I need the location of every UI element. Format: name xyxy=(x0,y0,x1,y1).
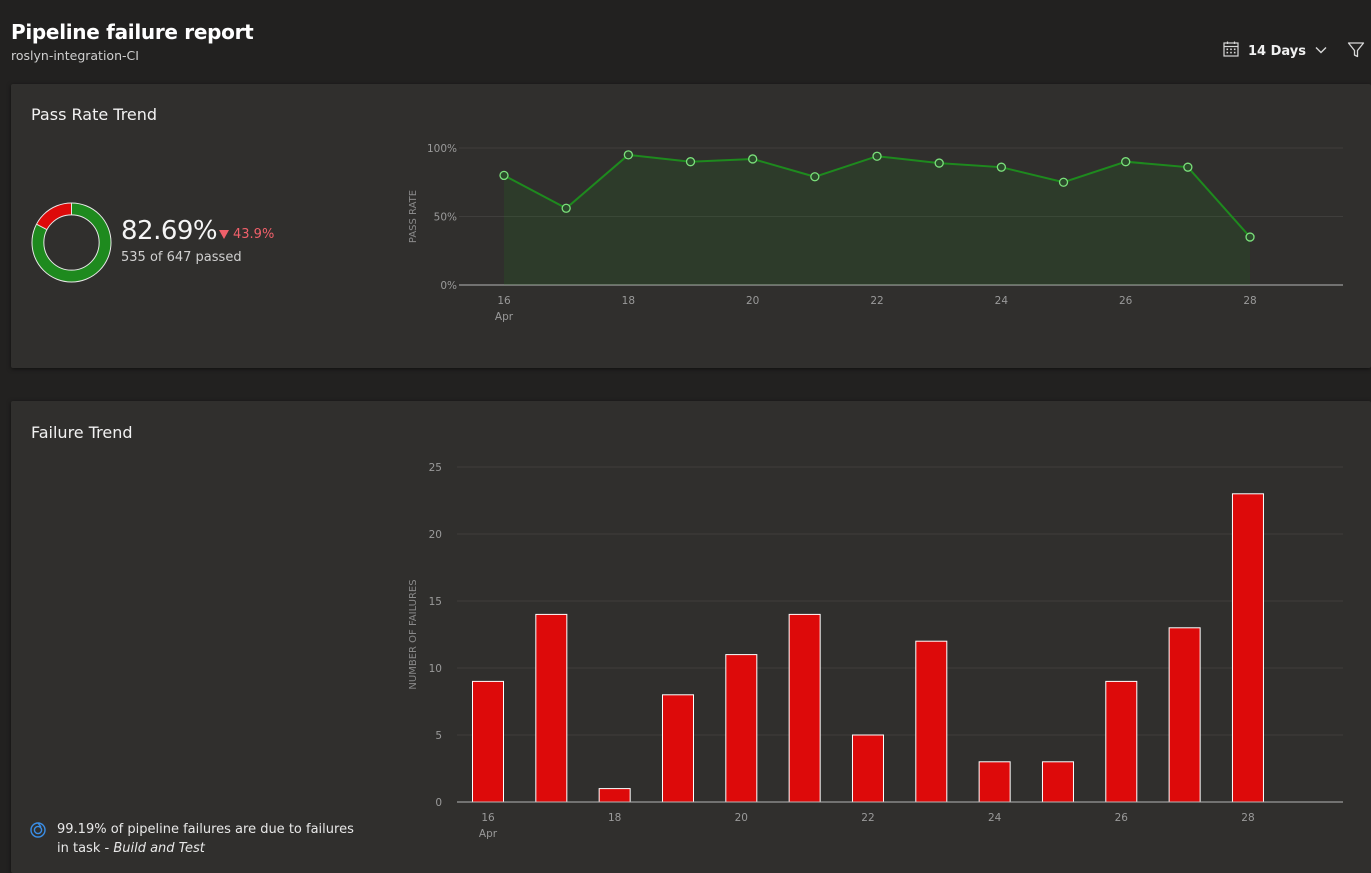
failure-trend-title: Failure Trend xyxy=(31,423,133,442)
x-tick-label: 16 xyxy=(481,812,495,824)
x-tick-label: 18 xyxy=(622,295,635,307)
y-tick-label: 20 xyxy=(429,529,442,541)
data-point xyxy=(685,157,696,167)
insight-task-name: Build and Test xyxy=(113,841,205,856)
failure-bar xyxy=(472,680,504,803)
x-tick-label: 16 xyxy=(497,295,511,307)
data-point xyxy=(499,170,509,181)
y-tick-label: 100% xyxy=(427,143,457,155)
failure-bar xyxy=(978,761,1011,803)
x-month-label: Apr xyxy=(495,311,514,323)
data-point xyxy=(1058,177,1069,187)
pass-rate-delta: 43.9% xyxy=(219,227,274,242)
data-point xyxy=(872,151,882,161)
down-triangle-icon xyxy=(219,230,229,239)
failure-bar xyxy=(661,694,694,803)
y-tick-label: 0% xyxy=(440,280,457,292)
x-tick-label: 24 xyxy=(988,812,1002,824)
pass-rate-donut xyxy=(31,202,112,283)
data-point xyxy=(996,162,1007,172)
filter-icon xyxy=(1346,42,1366,64)
y-tick-label: 25 xyxy=(429,462,442,474)
data-point xyxy=(934,158,944,168)
pass-rate-value: 82.69% xyxy=(121,216,218,246)
filter-button[interactable] xyxy=(1346,40,1368,62)
x-month-label: Apr xyxy=(479,828,498,840)
pass-rate-area xyxy=(504,154,1251,285)
calendar-icon xyxy=(1222,40,1240,62)
date-range-picker[interactable]: 14 Days xyxy=(1222,40,1328,62)
x-tick-label: 24 xyxy=(995,295,1009,307)
data-point xyxy=(561,203,571,213)
x-tick-label: 28 xyxy=(1243,295,1256,307)
pass-rate-chart: 0% 50% 100% PASS RATE 16 18 20 22 24 26 28 Apr xyxy=(408,143,1343,323)
y-tick-label: 0 xyxy=(435,797,442,809)
data-point xyxy=(1121,157,1131,167)
y-axis-title: PASS RATE xyxy=(408,190,419,243)
x-tick-label: 18 xyxy=(608,812,621,824)
pass-rate-title: Pass Rate Trend xyxy=(31,105,158,124)
x-tick-label: 22 xyxy=(870,295,883,307)
failure-trend-chart: 0 5 10 15 20 25 NUMBER OF FAILURES 16 18 20 22 24 26… xyxy=(408,462,1343,840)
failure-bar xyxy=(1105,680,1138,803)
failure-bar xyxy=(1231,493,1264,803)
x-tick-label: 20 xyxy=(735,812,748,824)
failure-bar xyxy=(788,613,821,803)
failure-trend-card: Failure Trend 0 5 10 15 20 25 NUMBER OF FAILUR… xyxy=(11,401,1371,873)
failure-bar xyxy=(1168,627,1201,803)
failure-bar xyxy=(915,640,948,803)
y-tick-label: 50% xyxy=(434,212,457,224)
pipeline-name: roslyn-integration-CI xyxy=(11,48,139,63)
failure-insight: 99.19% of pipeline failures are due to f… xyxy=(29,820,369,858)
insight-icon xyxy=(29,821,47,839)
x-tick-label: 20 xyxy=(746,295,759,307)
x-tick-label: 26 xyxy=(1115,812,1129,824)
x-tick-label: 26 xyxy=(1119,295,1133,307)
insight-text: 99.19% of pipeline failures are due to f… xyxy=(57,820,369,858)
x-tick-label: 28 xyxy=(1241,812,1254,824)
failure-bar xyxy=(725,654,758,803)
failure-bar xyxy=(598,788,631,803)
y-tick-label: 15 xyxy=(429,596,442,608)
data-point xyxy=(1245,232,1255,242)
y-tick-label: 10 xyxy=(429,663,442,675)
failure-bar xyxy=(1041,761,1074,803)
pass-rate-card: Pass Rate Trend 82.69% 43.9% 535 of 647 … xyxy=(11,84,1371,368)
y-axis-title: NUMBER OF FAILURES xyxy=(408,579,419,689)
data-point xyxy=(623,150,633,160)
data-point xyxy=(1183,162,1193,172)
page-title: Pipeline failure report xyxy=(11,20,254,44)
data-point xyxy=(748,154,758,164)
x-tick-label: 22 xyxy=(861,812,874,824)
chevron-down-icon xyxy=(1314,42,1328,61)
date-range-label: 14 Days xyxy=(1248,43,1306,59)
failure-bar xyxy=(535,613,568,803)
pass-rate-counts: 535 of 647 passed xyxy=(121,250,242,265)
failure-bar xyxy=(851,734,884,803)
data-point xyxy=(810,172,820,182)
y-tick-label: 5 xyxy=(435,730,442,742)
page-header: Pipeline failure report roslyn-integrati… xyxy=(0,0,1371,80)
pass-rate-delta-value: 43.9% xyxy=(233,227,275,242)
insight-message: 99.19% of pipeline failures are due to f… xyxy=(57,822,354,856)
